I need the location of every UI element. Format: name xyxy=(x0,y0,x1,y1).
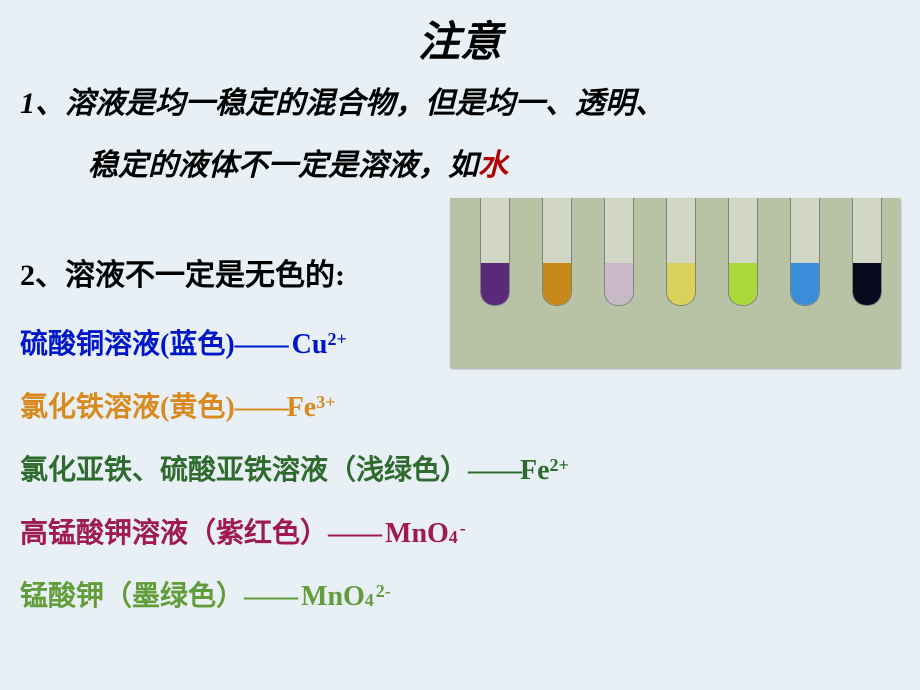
note-1-line-b: 稳定的液体不一定是溶液，如水 xyxy=(88,140,508,184)
solution-mno2: 锰酸钾（墨绿色）—— MnO42- xyxy=(20,574,365,614)
slide-title: 注意 xyxy=(0,0,920,69)
solution-fe3-label: 氯化铁溶液(黄色) xyxy=(20,392,235,423)
solution-mno: 高锰酸钾溶液（紫红色）—— MnO4- xyxy=(20,511,449,551)
test-tube-3 xyxy=(604,198,634,306)
solution-mno2-sub: 4 xyxy=(365,590,374,611)
solution-fe2-ion: Fe xyxy=(520,455,550,486)
solution-cu-charge: 2+ xyxy=(327,329,346,350)
test-tube-5-liquid xyxy=(729,263,757,305)
solution-fe3-dash: —— xyxy=(235,392,287,423)
test-tube-7 xyxy=(852,198,882,306)
test-tube-4-liquid xyxy=(667,263,695,305)
note-2: 2、溶液不一定是无色的: xyxy=(20,250,345,294)
solution-mno-dash: —— xyxy=(328,518,385,549)
solution-mno2-dash: —— xyxy=(244,581,301,612)
test-tube-6 xyxy=(790,198,820,306)
solution-fe2: 氯化亚铁、硫酸亚铁溶液（浅绿色）——Fe2+ xyxy=(20,448,550,488)
solution-fe3-ion: Fe xyxy=(287,392,317,423)
note-1-line-a: 1、溶液是均一稳定的混合物，但是均一、透明、 xyxy=(20,78,665,122)
solution-fe2-label: 氯化亚铁、硫酸亚铁溶液（浅绿色） xyxy=(20,455,468,486)
test-tubes-photo xyxy=(450,198,900,368)
solution-mno-charge: - xyxy=(460,518,466,539)
test-tube-2 xyxy=(542,198,572,306)
test-tube-7-liquid xyxy=(853,263,881,305)
solution-cu: 硫酸铜溶液(蓝色)—— Cu2+ xyxy=(20,322,327,362)
solution-mno2-ion: MnO xyxy=(301,581,365,612)
solution-fe3-charge: 3+ xyxy=(316,392,335,413)
solution-cu-dash: —— xyxy=(235,329,292,360)
note-1-prefix: 1、 xyxy=(20,87,65,120)
solution-cu-label: 硫酸铜溶液(蓝色) xyxy=(20,329,235,360)
test-tube-3-liquid xyxy=(605,263,633,305)
test-tube-2-liquid xyxy=(543,263,571,305)
test-tube-1 xyxy=(480,198,510,306)
solution-mno-sub: 4 xyxy=(449,527,458,548)
test-tube-6-liquid xyxy=(791,263,819,305)
test-tube-4 xyxy=(666,198,696,306)
solution-cu-ion: Cu xyxy=(292,329,328,360)
note-1-highlight: 水 xyxy=(478,149,508,182)
solution-mno2-label: 锰酸钾（墨绿色） xyxy=(20,581,244,612)
note-1-text-a: 溶液是均一稳定的混合物，但是均一、透明、 xyxy=(65,87,665,120)
solution-mno-ion: MnO xyxy=(385,518,449,549)
solution-mno2-charge: 2- xyxy=(376,581,391,602)
note-1-text-b: 稳定的液体不一定是溶液，如 xyxy=(88,149,478,182)
test-tube-1-liquid xyxy=(481,263,509,305)
solution-fe3: 氯化铁溶液(黄色)——Fe3+ xyxy=(20,385,316,425)
solution-fe2-charge: 2+ xyxy=(550,455,569,476)
solution-fe2-dash: —— xyxy=(468,455,520,486)
solution-mno-label: 高锰酸钾溶液（紫红色） xyxy=(20,518,328,549)
test-tube-5 xyxy=(728,198,758,306)
